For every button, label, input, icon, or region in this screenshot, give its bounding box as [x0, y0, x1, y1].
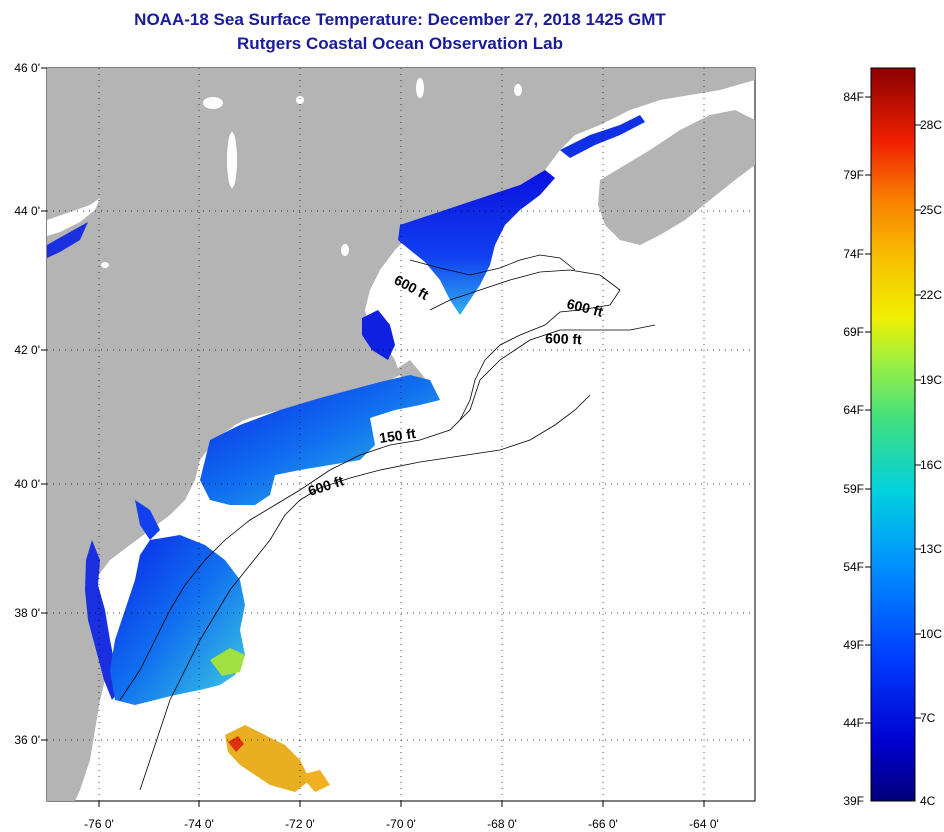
lon-label: -64 0' [689, 817, 719, 831]
colorbar-f-label: 74F [843, 247, 864, 261]
colorbar-f-label: 84F [843, 90, 864, 104]
land-nova-scotia [598, 110, 755, 245]
lake-ontario [47, 198, 100, 236]
isobath-150ft [119, 324, 656, 701]
lon-label: -72 0' [285, 817, 315, 831]
lon-label: -70 0' [386, 817, 416, 831]
sst-bay-of-fundy [560, 115, 645, 158]
lake-small-2 [296, 96, 304, 104]
colorbar-f-label: 44F [843, 716, 864, 730]
map-subtitle: Rutgers Coastal Ocean Observation Lab [237, 34, 563, 53]
sst-hatteras-gulfstream [225, 725, 310, 792]
lake-small-4 [101, 262, 109, 268]
isobath-600ft-shelf [139, 394, 591, 791]
colorbar-c-label: 28C [920, 118, 943, 132]
sst-gulf-of-maine [398, 170, 555, 315]
colorbar-c-label: 4C [920, 794, 936, 808]
isobath-gulf-maine [409, 254, 576, 276]
colorbar-f-label: 59F [843, 482, 864, 496]
lake-champlain [227, 132, 237, 188]
colorbar-f-label: 79F [843, 168, 864, 182]
lat-label: 44 0' [14, 204, 40, 218]
chesapeake-bay [85, 540, 120, 700]
lake-small-1 [203, 97, 223, 109]
lat-label: 38 0' [14, 606, 40, 620]
lake-ontario-sst [47, 222, 88, 258]
lon-label: -74 0' [184, 817, 214, 831]
colorbar-f-label: 69F [843, 325, 864, 339]
sst-mass-bay [362, 310, 395, 360]
sst-southern-new-england [200, 375, 440, 505]
colorbar-f-label: 64F [843, 403, 864, 417]
lat-label: 36 0' [14, 733, 40, 747]
colorbar-f-label: 49F [843, 638, 864, 652]
delaware-bay [135, 500, 160, 540]
colorbar-c-label: 19C [920, 373, 943, 387]
colorbar-c-label: 16C [920, 458, 943, 472]
lake-winnipesaukee [341, 244, 349, 256]
isobath-label-3: 600 ft [545, 330, 582, 347]
land-long-island [222, 388, 345, 425]
lon-label: -68 0' [487, 817, 517, 831]
lat-label: 46 0' [14, 61, 40, 75]
lat-label: 42 0' [14, 343, 40, 357]
sst-gulfstream-east [300, 770, 330, 792]
grid [47, 68, 755, 801]
isobath-label-4: 150 ft [378, 425, 417, 446]
lake-moosehead [416, 78, 424, 98]
map-title: NOAA-18 Sea Surface Temperature: Decembe… [134, 10, 666, 29]
colorbar-f-label: 54F [843, 560, 864, 574]
lake-small-3 [514, 84, 522, 96]
colorbar-c-label: 22C [920, 288, 943, 302]
ticks [41, 67, 705, 807]
colorbar-c-label: 25C [920, 203, 943, 217]
colorbar-f-label: 39F [843, 794, 864, 808]
colorbar-c-label: 10C [920, 627, 943, 641]
land-mainland [47, 68, 755, 801]
lon-label: -76 0' [84, 817, 114, 831]
isobath-georges [429, 269, 621, 421]
lat-label: 40 0' [14, 477, 40, 491]
colorbar-ticks [865, 96, 921, 724]
colorbar-c-label: 7C [920, 711, 936, 725]
sst-hatteras-warm [210, 648, 245, 676]
colorbar [870, 67, 916, 802]
colorbar-c-label: 13C [920, 542, 943, 556]
lon-label: -66 0' [588, 817, 618, 831]
